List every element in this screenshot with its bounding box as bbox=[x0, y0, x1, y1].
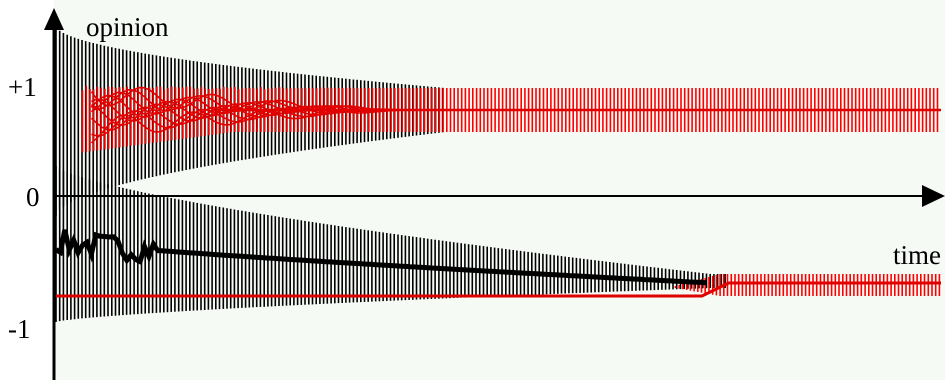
y-tick-label: 0 bbox=[26, 182, 40, 212]
bars-layer bbox=[55, 26, 941, 322]
y-axis-arrow-icon bbox=[44, 8, 64, 30]
negative-extremist-line bbox=[56, 281, 941, 298]
x-axis-label: time bbox=[893, 240, 941, 270]
y-tick-label: -1 bbox=[8, 314, 31, 344]
y-tick-label: +1 bbox=[8, 72, 37, 102]
plot-background bbox=[54, 0, 945, 380]
y-axis-label: opinion bbox=[86, 12, 169, 42]
moderate-cluster-line bbox=[54, 229, 707, 286]
lines-layer bbox=[54, 86, 941, 298]
x-axis-arrow-icon bbox=[922, 185, 945, 207]
